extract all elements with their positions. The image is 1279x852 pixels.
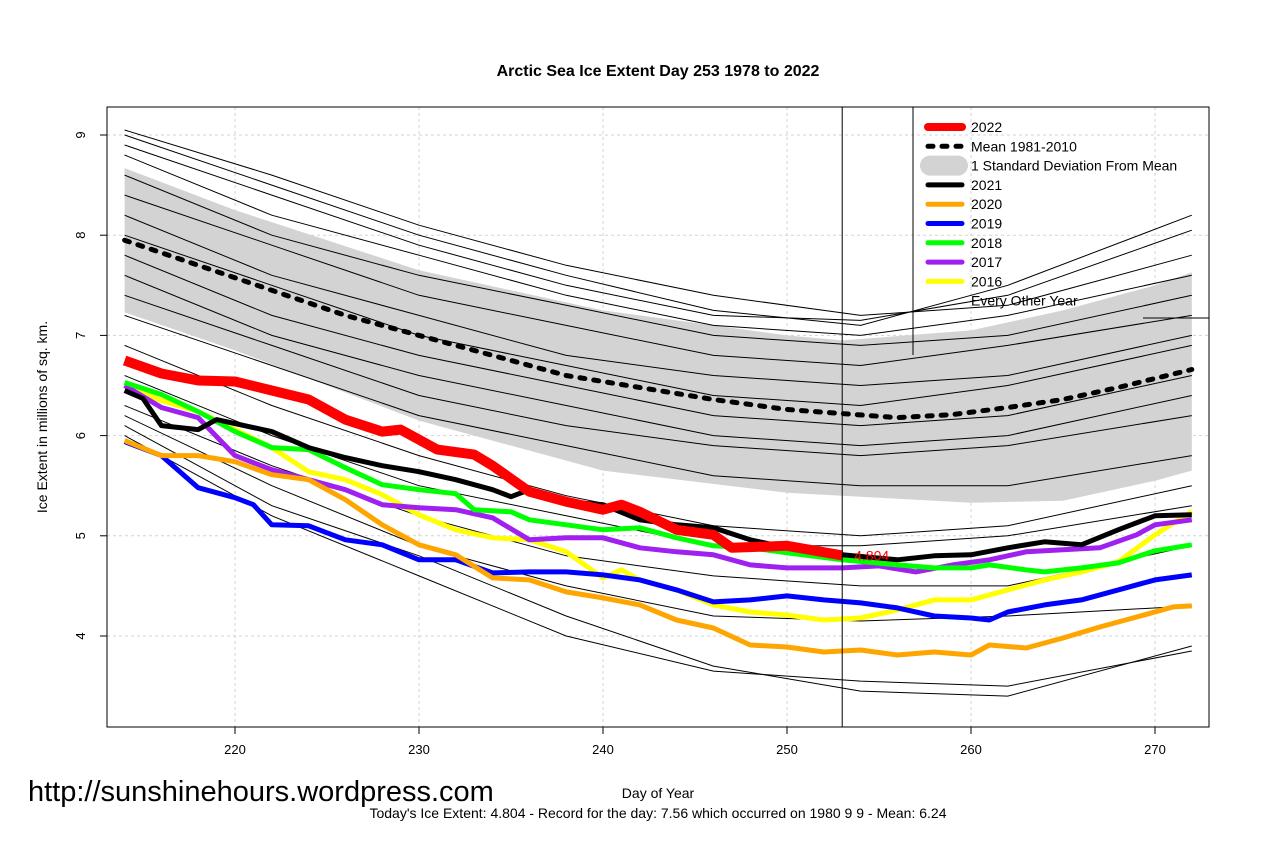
axes: 220 230 240 250 260 270 4 5 6 7 8 9 [73,131,1166,757]
other-year-line [124,144,1192,321]
watermark: http://sunshinehours.wordpress.com [28,776,494,808]
x-tick-label: 230 [408,742,430,757]
other-year-line [124,174,1192,346]
legend-label: Mean 1981-2010 [971,138,1077,154]
series-line-2020 [123,438,1192,658]
other-year-line [124,194,1192,367]
other-year-line [124,154,1192,336]
legend-key-1-standard-deviation-from-mean [920,155,968,176]
y-tick-label: 5 [73,532,88,539]
other-year-line [124,254,1192,427]
other-year-line [124,314,1192,487]
legend-label: 2019 [971,216,1002,232]
series-line-2022 [122,355,844,561]
plot-frame [106,106,1210,728]
other-year-line [124,234,1192,407]
year-series [122,355,1194,658]
mean-1981-2010-line [122,237,1195,421]
legend-label: 2017 [971,254,1002,270]
legend-label: 1 Standard Deviation From Mean [971,158,1177,174]
other-year-line [124,134,1192,326]
x-tick-label: 270 [1144,742,1166,757]
legend-label: 2016 [971,273,1002,289]
footer-stats: Today's Ice Extent: 4.804 - Record for t… [369,805,946,821]
mean-line [122,237,1195,421]
y-tick-label: 9 [73,131,88,138]
other-year-line [124,294,1192,457]
legend-label: 2018 [971,235,1002,251]
legend-label: 2022 [971,119,1002,135]
y-tick-label: 7 [73,332,88,339]
other-year-line [124,129,1192,316]
x-tick-label: 250 [776,742,798,757]
other-year-line [124,274,1192,447]
legend-label: 2021 [971,177,1002,193]
series-line-2019 [123,439,1193,623]
sd-band [124,168,1192,503]
sd-band-area [124,168,1192,503]
y-tick-label: 6 [73,432,88,439]
other-year-line [124,214,1192,387]
x-tick-label: 240 [592,742,614,757]
y-axis-label: Ice Extent in millions of sq. km. [34,321,50,513]
legend-label: Every Other Year [971,293,1078,309]
legend-label: 2020 [971,196,1002,212]
current-value-label: 4.804 [854,547,889,563]
legend: 2022 Mean 1981-2010 1 Standard Deviation F… [912,107,1177,355]
x-tick-label: 260 [960,742,982,757]
y-tick-label: 4 [73,632,88,639]
chart-title: Arctic Sea Ice Extent Day 253 1978 to 20… [497,63,820,80]
other-year-line [124,425,1192,697]
x-axis-label: Day of Year [622,785,695,801]
reference-lines [841,107,1209,727]
y-tick-label: 8 [73,232,88,239]
x-tick-label: 220 [224,742,246,757]
